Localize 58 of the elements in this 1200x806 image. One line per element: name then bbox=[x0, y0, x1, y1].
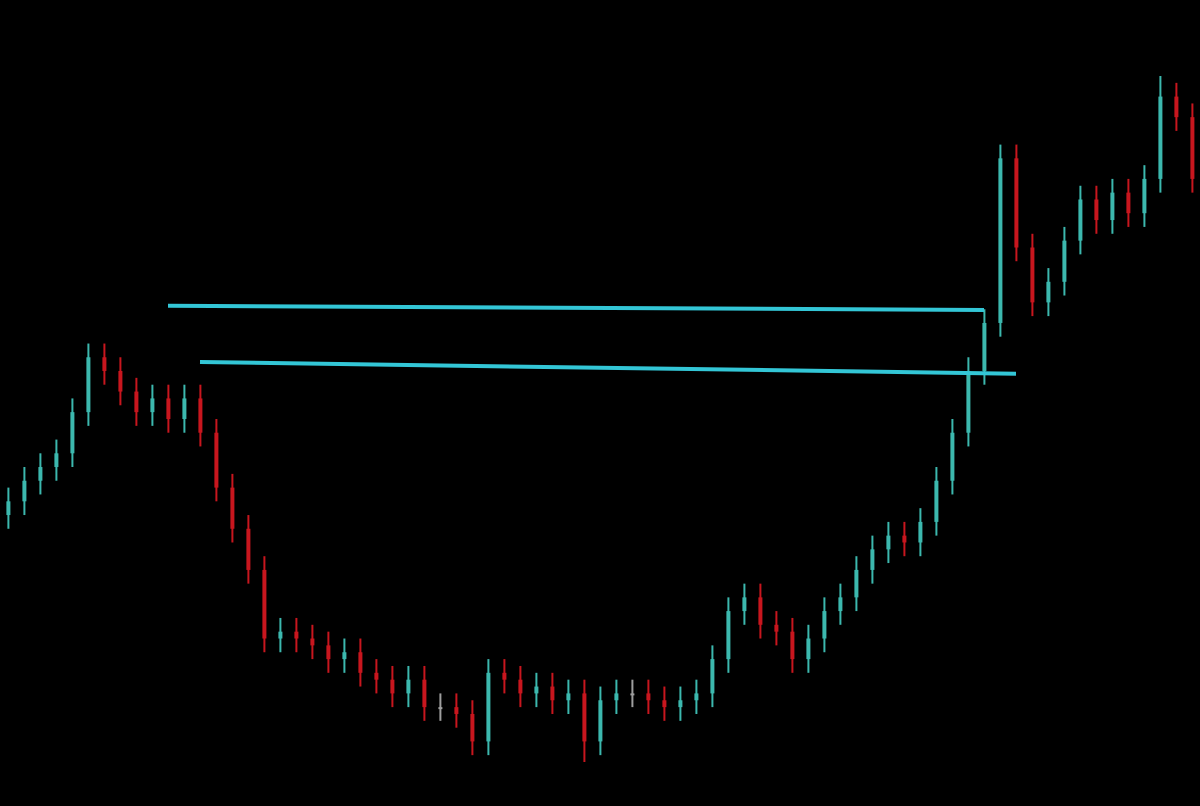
candlestick bbox=[278, 616, 283, 654]
candlestick bbox=[150, 383, 155, 427]
candlestick bbox=[518, 664, 523, 709]
candlestick bbox=[438, 692, 443, 722]
candlestick bbox=[678, 685, 683, 722]
candlestick bbox=[1174, 81, 1179, 132]
candlestick bbox=[854, 555, 859, 613]
candlestick bbox=[646, 678, 651, 715]
candlestick bbox=[598, 685, 603, 757]
candlestick bbox=[614, 678, 619, 715]
candlestick bbox=[198, 383, 203, 448]
candlestick bbox=[326, 630, 331, 674]
candlestick bbox=[790, 616, 795, 674]
candlestick bbox=[70, 397, 75, 469]
candlestick bbox=[710, 644, 715, 709]
candlestick bbox=[166, 383, 171, 434]
candlestick bbox=[662, 685, 667, 722]
candlestick bbox=[742, 582, 747, 626]
candlestick bbox=[838, 582, 843, 626]
candlestick bbox=[886, 520, 891, 565]
candlestick bbox=[758, 582, 763, 640]
candlestick bbox=[1078, 184, 1083, 256]
candlestick bbox=[102, 342, 107, 386]
candlestick bbox=[22, 466, 27, 517]
candlestick bbox=[694, 678, 699, 715]
candlestick bbox=[54, 438, 59, 482]
candlestick bbox=[1110, 177, 1115, 235]
candlestick bbox=[806, 623, 811, 674]
candlestick bbox=[374, 658, 379, 695]
candlestick bbox=[182, 383, 187, 434]
candlestick bbox=[1142, 164, 1147, 228]
candlestick bbox=[822, 596, 827, 654]
candlestick bbox=[550, 671, 555, 715]
candlestick bbox=[342, 637, 347, 674]
candlestick bbox=[294, 616, 299, 654]
candlestick bbox=[134, 376, 139, 427]
candlestick bbox=[774, 610, 779, 647]
candlestick bbox=[934, 466, 939, 537]
candlestick bbox=[358, 637, 363, 688]
candlestick bbox=[918, 507, 923, 558]
candlestick bbox=[870, 534, 875, 585]
candlestick bbox=[1046, 267, 1051, 318]
candlestick bbox=[566, 678, 571, 715]
candlestick bbox=[1094, 184, 1099, 235]
candlestick bbox=[38, 452, 43, 496]
candlestick bbox=[6, 486, 11, 530]
candlestick bbox=[390, 664, 395, 709]
candlestick bbox=[230, 472, 235, 544]
candlestick bbox=[1126, 177, 1131, 228]
candlestick bbox=[1062, 225, 1067, 297]
candlestick bbox=[422, 664, 427, 722]
candlestick bbox=[118, 356, 123, 407]
candlestick bbox=[454, 692, 459, 729]
candlestick bbox=[502, 658, 507, 695]
candlestick bbox=[630, 678, 635, 709]
candlestick bbox=[246, 514, 251, 585]
candlestick bbox=[470, 699, 475, 757]
candlestick bbox=[406, 664, 411, 709]
